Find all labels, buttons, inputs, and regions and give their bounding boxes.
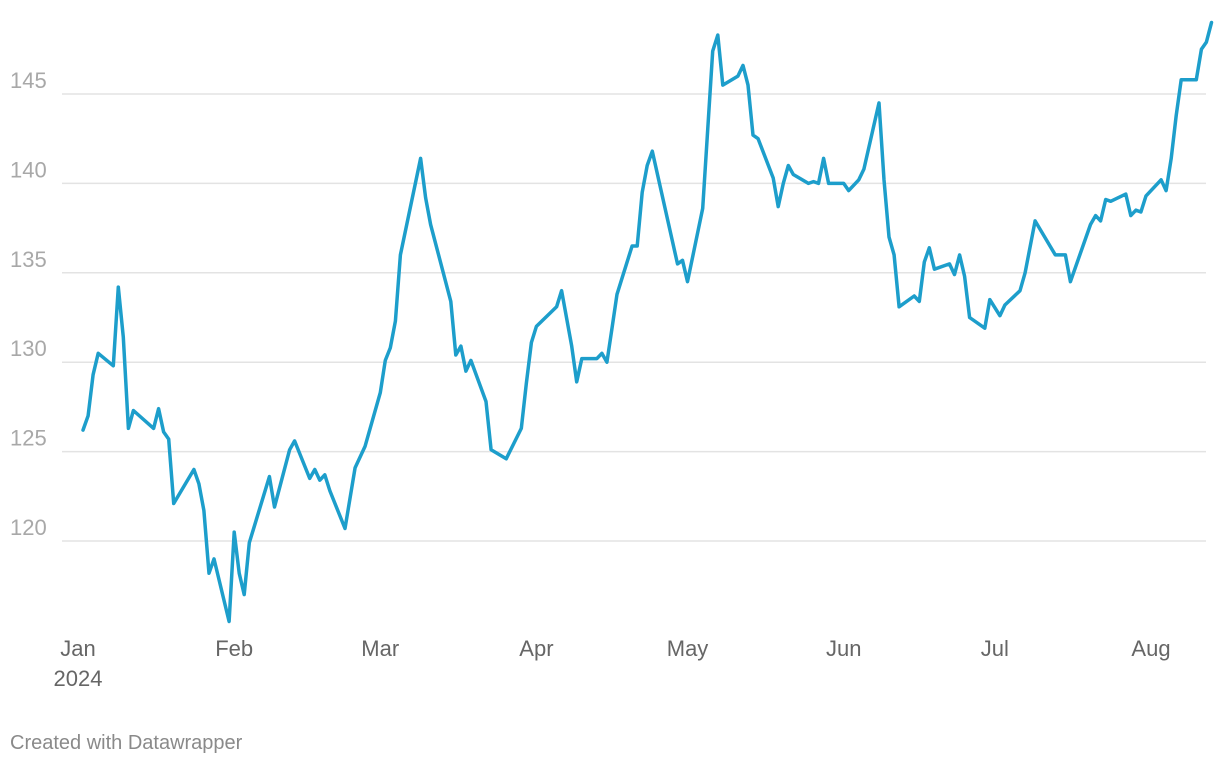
y-tick-label-135: 135 — [10, 247, 47, 272]
x-tick-label-jan: Jan — [60, 636, 95, 661]
x-tick-label-aug: Aug — [1131, 636, 1170, 661]
x-tick-label-mar: Mar — [361, 636, 399, 661]
x-tick-label-apr: Apr — [519, 636, 553, 661]
x-tick-label-may: May — [667, 636, 709, 661]
y-axis-ticks: 120 125 130 135 140 145 — [10, 68, 47, 540]
y-tick-label-125: 125 — [10, 426, 47, 451]
x-tick-label-jul: Jul — [981, 636, 1009, 661]
line-chart: 120 125 130 135 140 145 Jan 2024 Feb Mar Apr May Ju… — [10, 20, 1214, 691]
gridlines — [62, 93, 1206, 542]
x-tick-label-jun: Jun — [826, 636, 861, 661]
series-layer — [81, 20, 1214, 624]
credit-text: Created with Datawrapper — [10, 732, 243, 754]
y-tick-label-120: 120 — [10, 515, 47, 540]
x-tick-sublabel-year: 2024 — [54, 666, 103, 691]
series-line-0 — [81, 20, 1214, 624]
y-tick-label-130: 130 — [10, 336, 47, 361]
y-tick-label-145: 145 — [10, 68, 47, 93]
x-tick-label-feb: Feb — [215, 636, 253, 661]
y-tick-label-140: 140 — [10, 157, 47, 182]
x-axis-ticks: Jan 2024 Feb Mar Apr May Jun Jul Aug — [54, 636, 1171, 691]
